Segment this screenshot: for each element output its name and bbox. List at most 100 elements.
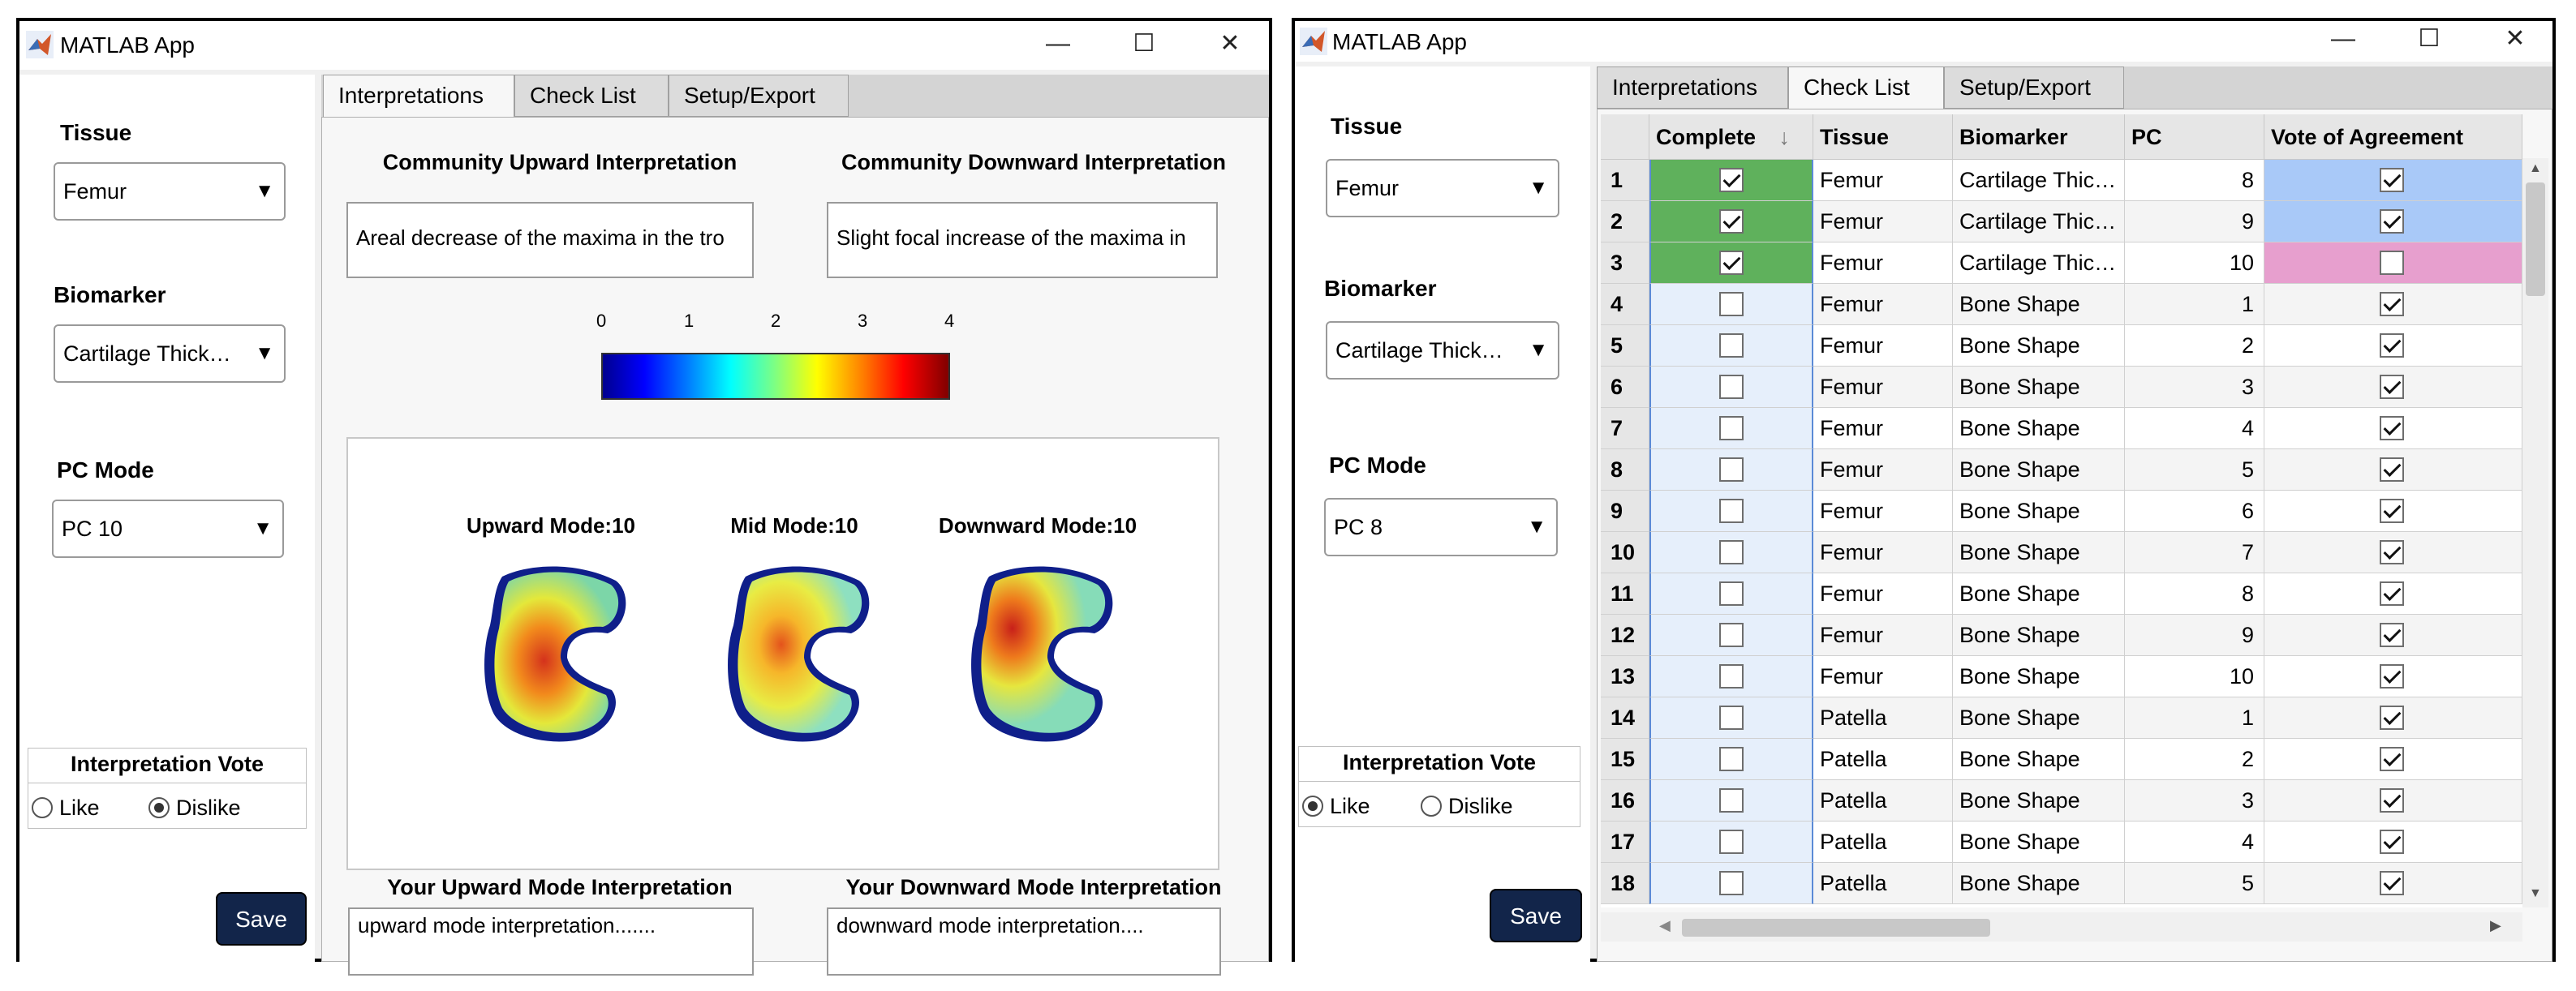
your-up-input[interactable]: upward mode interpretation.......	[348, 907, 754, 976]
vote-checkbox[interactable]	[2380, 457, 2404, 482]
biomarker-dropdown[interactable]: Cartilage Thick… ▼	[54, 324, 286, 383]
complete-checkbox[interactable]	[1719, 416, 1744, 440]
complete-checkbox[interactable]	[1719, 333, 1744, 358]
biomarker-cell: Cartilage Thic…	[1953, 201, 2125, 242]
complete-checkbox[interactable]	[1719, 251, 1744, 275]
tissue-dropdown[interactable]: Femur ▼	[54, 162, 286, 221]
title-bar[interactable]: MATLAB App — ☐ ✕	[19, 21, 1269, 70]
tissue-cell: Femur	[1813, 367, 1953, 408]
colorbar-tick: 2	[771, 311, 781, 331]
vote-checkbox[interactable]	[2380, 209, 2404, 234]
save-button[interactable]: Save	[216, 892, 307, 946]
column-header-complete[interactable]: Complete ↓	[1649, 114, 1813, 160]
close-button[interactable]: ✕	[1219, 30, 1241, 57]
column-header-vote[interactable]: Vote of Agreement	[2264, 114, 2522, 160]
title-bar[interactable]: MATLAB App — ☐ ✕	[1295, 21, 2552, 62]
pc-mode-dropdown[interactable]: PC 10 ▼	[52, 500, 284, 558]
complete-checkbox[interactable]	[1719, 168, 1744, 192]
tab-interpretations[interactable]: Interpretations	[323, 75, 514, 117]
like-label[interactable]: Like	[1330, 794, 1370, 818]
interpretation-vote-group: Interpretation Vote Like Dislike	[28, 748, 307, 829]
vote-checkbox[interactable]	[2380, 664, 2404, 689]
horizontal-scroll-thumb[interactable]	[1682, 919, 1990, 937]
complete-checkbox[interactable]	[1719, 788, 1744, 813]
complete-checkbox[interactable]	[1719, 457, 1744, 482]
like-radio[interactable]	[32, 797, 53, 818]
complete-checkbox[interactable]	[1719, 830, 1744, 854]
pc-cell: 8	[2125, 160, 2264, 201]
complete-checkbox[interactable]	[1719, 871, 1744, 895]
minimize-button[interactable]: —	[2331, 25, 2355, 52]
close-button[interactable]: ✕	[2505, 25, 2526, 52]
vote-checkbox[interactable]	[2380, 416, 2404, 440]
scroll-down-icon[interactable]: ▼	[2529, 886, 2542, 900]
complete-checkbox[interactable]	[1719, 706, 1744, 730]
biomarker-dropdown[interactable]: Cartilage Thick… ▼	[1326, 321, 1559, 380]
your-down-input[interactable]: downward mode interpretation....	[827, 907, 1221, 976]
check-list-table[interactable]: Complete ↓ Tissue Biomarker PC Vote of A…	[1601, 114, 2522, 907]
vote-checkbox[interactable]	[2380, 333, 2404, 358]
scroll-right-icon[interactable]: ▶	[2490, 917, 2501, 933]
complete-checkbox[interactable]	[1719, 375, 1744, 399]
complete-checkbox[interactable]	[1719, 209, 1744, 234]
column-header-biomarker[interactable]: Biomarker	[1953, 114, 2125, 160]
tissue-dropdown[interactable]: Femur ▼	[1326, 159, 1559, 217]
vote-checkbox[interactable]	[2380, 540, 2404, 564]
tab-setup-export[interactable]: Setup/Export	[669, 75, 849, 117]
vote-checkbox[interactable]	[2380, 251, 2404, 275]
complete-checkbox[interactable]	[1719, 292, 1744, 316]
vote-checkbox[interactable]	[2380, 168, 2404, 192]
vote-cell	[2264, 656, 2522, 697]
like-radio[interactable]	[1302, 796, 1323, 817]
tab-setup-export[interactable]: Setup/Export	[1944, 66, 2124, 109]
complete-checkbox[interactable]	[1719, 581, 1744, 606]
community-up-text: Areal decrease of the maxima in the tro	[346, 202, 754, 278]
vote-checkbox[interactable]	[2380, 830, 2404, 854]
complete-checkbox[interactable]	[1719, 623, 1744, 647]
like-label[interactable]: Like	[59, 796, 100, 820]
dislike-radio[interactable]	[1421, 796, 1442, 817]
pc-mode-dropdown[interactable]: PC 8 ▼	[1324, 498, 1558, 556]
mode-plot-area: Upward Mode:10 Mid Mode:10 Downward Mode…	[346, 437, 1219, 870]
complete-checkbox[interactable]	[1719, 499, 1744, 523]
vote-title: Interpretation Vote	[1342, 750, 1537, 774]
tissue-cell: Femur	[1813, 615, 1953, 656]
vote-checkbox[interactable]	[2380, 788, 2404, 813]
tissue-label: Tissue	[1331, 114, 1403, 139]
vote-checkbox[interactable]	[2380, 706, 2404, 730]
column-header-tissue[interactable]: Tissue	[1813, 114, 1953, 160]
vote-checkbox[interactable]	[2380, 623, 2404, 647]
vote-checkbox[interactable]	[2380, 499, 2404, 523]
save-button[interactable]: Save	[1490, 889, 1582, 942]
horizontal-scrollbar[interactable]: ◀ ▶	[1601, 912, 2522, 942]
complete-cell	[1649, 822, 1813, 863]
dislike-label[interactable]: Dislike	[1448, 794, 1513, 818]
scroll-up-icon[interactable]: ▲	[2529, 161, 2542, 175]
column-header-pc[interactable]: PC	[2125, 114, 2264, 160]
tab-check-list[interactable]: Check List	[1788, 66, 1944, 109]
vote-checkbox[interactable]	[2380, 292, 2404, 316]
vote-checkbox[interactable]	[2380, 747, 2404, 771]
biomarker-cell: Bone Shape	[1953, 822, 2125, 863]
minimize-button[interactable]: —	[1046, 30, 1070, 57]
complete-checkbox[interactable]	[1719, 747, 1744, 771]
tab-check-list[interactable]: Check List	[514, 75, 669, 117]
vote-checkbox[interactable]	[2380, 581, 2404, 606]
complete-checkbox[interactable]	[1719, 540, 1744, 564]
tab-interpretations[interactable]: Interpretations	[1597, 66, 1788, 109]
tissue-cell: Femur	[1813, 408, 1953, 449]
pc-cell: 5	[2125, 863, 2264, 904]
maximize-button[interactable]: ☐	[2418, 25, 2441, 52]
row-number: 18	[1601, 863, 1649, 904]
vote-checkbox[interactable]	[2380, 375, 2404, 399]
dislike-radio[interactable]	[148, 797, 170, 818]
scroll-left-icon[interactable]: ◀	[1659, 917, 1671, 933]
maximize-button[interactable]: ☐	[1133, 30, 1155, 57]
dislike-label[interactable]: Dislike	[176, 796, 241, 820]
vote-cell	[2264, 697, 2522, 739]
vote-checkbox[interactable]	[2380, 871, 2404, 895]
complete-checkbox[interactable]	[1719, 664, 1744, 689]
vertical-scrollbar[interactable]: ▲ ▼	[2522, 158, 2548, 907]
vertical-scroll-thumb[interactable]	[2526, 182, 2545, 296]
sort-descending-icon[interactable]: ↓	[1778, 125, 1791, 149]
